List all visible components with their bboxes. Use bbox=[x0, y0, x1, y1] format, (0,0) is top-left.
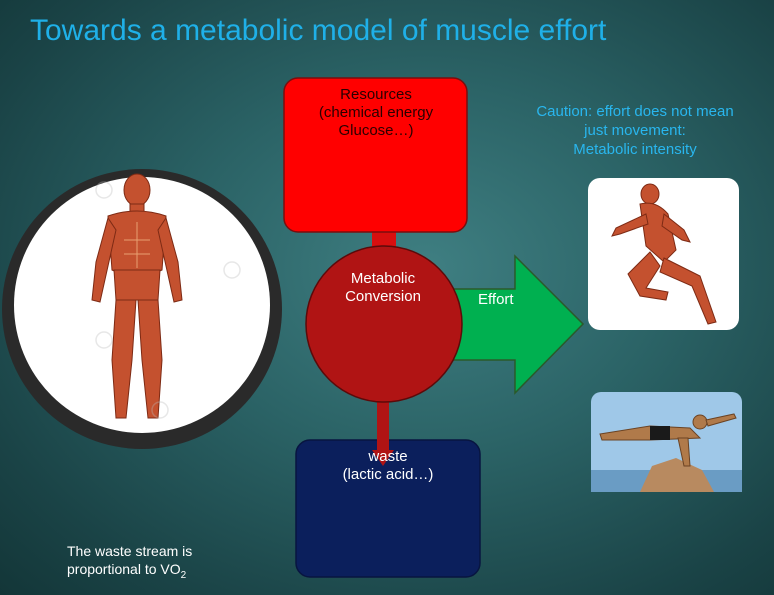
waste-note-line-2-text: proportional to VO bbox=[67, 561, 181, 577]
resources-line-3: Glucose…) bbox=[338, 122, 414, 139]
balance-pose-photo bbox=[591, 392, 742, 492]
vo2-watermark-icon bbox=[95, 181, 241, 419]
caution-line-1: Caution: effort does not mean bbox=[536, 103, 734, 120]
waste-label: waste (lactic acid…) bbox=[297, 448, 479, 484]
resources-line-2: (chemical energy bbox=[318, 104, 434, 121]
conversion-line-1: Metabolic bbox=[350, 270, 416, 287]
waste-flow-arrow bbox=[372, 395, 394, 466]
vo2-subscript: 2 bbox=[180, 569, 187, 581]
conversion-label: Metabolic Conversion bbox=[306, 270, 460, 306]
effort-label: Effort bbox=[478, 291, 514, 308]
waste-note-line-1: The waste stream is bbox=[67, 543, 193, 559]
slide-title: Towards a metabolic model of muscle effo… bbox=[30, 14, 607, 47]
waste-line-1: waste bbox=[368, 448, 408, 465]
anatomy-figure-circle bbox=[2, 169, 282, 449]
caution-line-2: just movement: bbox=[584, 122, 686, 139]
running-figure-photo bbox=[588, 178, 739, 330]
resources-box bbox=[283, 77, 468, 265]
waste-stream-note: The waste stream is proportional to VO2 bbox=[67, 542, 192, 585]
resources-line-1: Resources bbox=[340, 86, 412, 103]
caution-line-3: Metabolic intensity bbox=[573, 141, 697, 158]
conversion-line-2: Conversion bbox=[345, 288, 421, 305]
waste-note-line-2: proportional to VO2 bbox=[67, 560, 192, 585]
metabolic-conversion-circle bbox=[305, 245, 463, 403]
caution-note: Caution: effort does not mean just movem… bbox=[520, 102, 750, 159]
resources-label: Resources (chemical energy Glucose…) bbox=[285, 86, 467, 140]
waste-line-2: (lactic acid…) bbox=[342, 466, 434, 483]
